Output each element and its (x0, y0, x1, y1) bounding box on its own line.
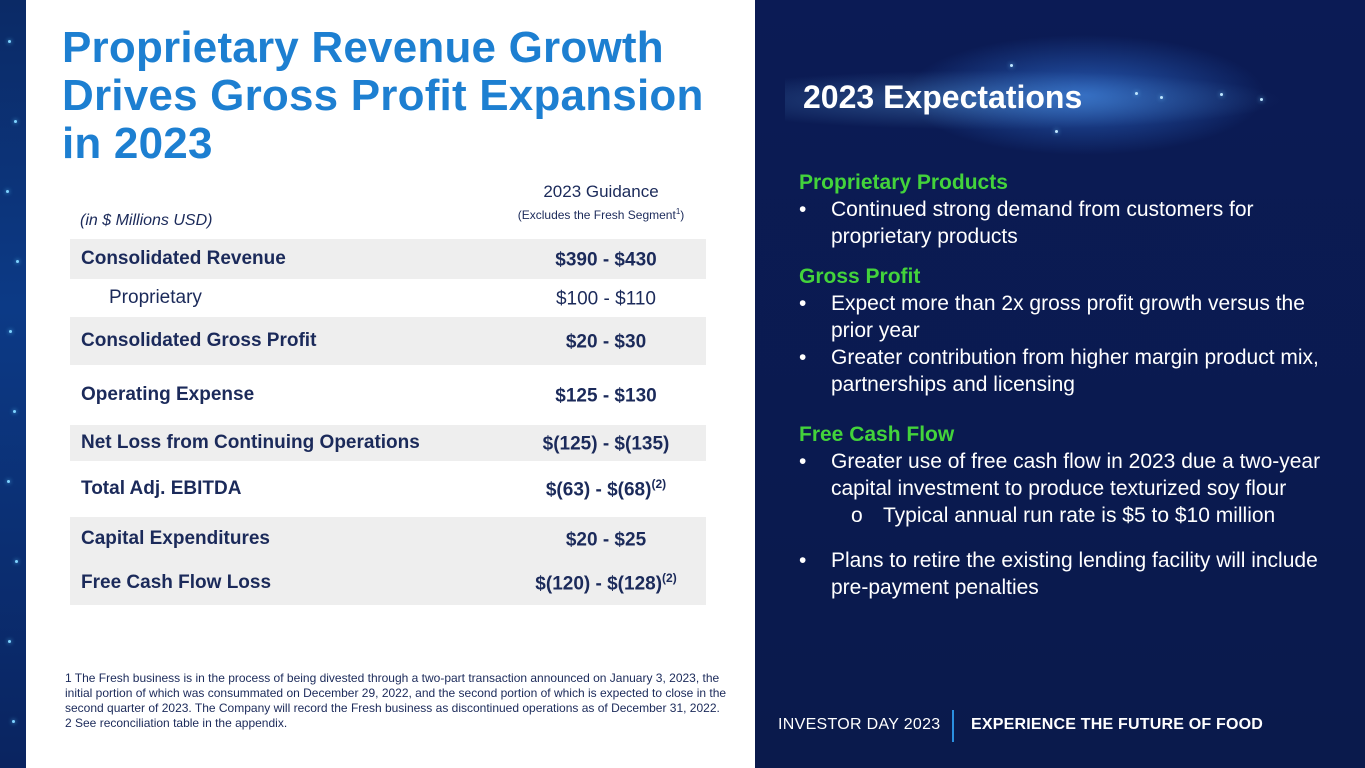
row-label: Total Adj. EBITDA (81, 478, 242, 499)
section-heading-proprietary: Proprietary Products (799, 171, 1008, 194)
content-panel: Proprietary Revenue Growth Drives Gross … (26, 0, 755, 768)
bullet-icon: • (799, 198, 807, 221)
list-item: • Greater use of free cash flow in 2023 d… (799, 450, 1321, 500)
sparkle (1055, 130, 1058, 133)
sparkle (1010, 64, 1013, 67)
table-row: Consolidated Gross Profit $20 - $30 (70, 317, 706, 365)
list-item: • Continued strong demand from customers … (799, 198, 1254, 248)
sparkle (1160, 96, 1163, 99)
guidance-header: 2023 Guidance (Excludes the Fresh Segmen… (496, 182, 706, 223)
row-label: Consolidated Gross Profit (81, 330, 317, 351)
list-item: • Plans to retire the existing lending fa… (799, 549, 1318, 599)
row-label: Operating Expense (81, 384, 255, 405)
footnotes: 1 The Fresh business is in the process o… (65, 671, 735, 731)
list-item: • Expect more than 2x gross profit growth… (799, 292, 1305, 342)
row-value: $(120) - $(128)(2) (535, 570, 677, 595)
guidance-title: 2023 Guidance (543, 182, 659, 201)
background-glow (785, 70, 1285, 130)
table-row: Operating Expense $125 - $130 (70, 365, 706, 425)
bullet-icon: • (799, 450, 807, 473)
sparkle (815, 92, 818, 95)
row-label: Consolidated Revenue (81, 248, 286, 269)
expectations-title: 2023 Expectations (803, 79, 1083, 115)
guidance-table: Consolidated Revenue $390 - $430 Proprie… (70, 239, 706, 605)
table-row: Total Adj. EBITDA $(63) - $(68)(2) (70, 461, 706, 517)
row-value: $390 - $430 (555, 249, 657, 271)
row-label: Net Loss from Continuing Operations (81, 432, 420, 453)
expectations-panel: 2023 Expectations Proprietary Products •… (755, 0, 1365, 768)
table-row: Consolidated Revenue $390 - $430 (70, 239, 706, 279)
footer-event-label: INVESTOR DAY 2023 (778, 716, 941, 733)
row-value: $125 - $130 (555, 385, 657, 407)
guidance-subtitle: (Excludes the Fresh Segment1) (517, 207, 685, 222)
row-label: Capital Expenditures (81, 528, 270, 549)
row-value: $(63) - $(68)(2) (545, 476, 667, 501)
list-item: • Greater contribution from higher margin… (799, 346, 1319, 396)
row-label: Free Cash Flow Loss (81, 572, 272, 593)
footer-tagline: EXPERIENCE THE FUTURE OF FOOD (971, 716, 1264, 733)
page-title: Proprietary Revenue Growth Drives Gross … (62, 24, 742, 168)
footnote-2: 2 See reconciliation table in the append… (65, 716, 288, 730)
sparkle (1260, 98, 1263, 101)
units-label: (in $ Millions USD) (80, 212, 213, 229)
table-row: Proprietary $100 - $110 (70, 279, 706, 317)
row-value: $100 - $110 (555, 288, 656, 310)
row-value: $20 - $30 (565, 331, 647, 353)
footnote-1: 1 The Fresh business is in the process o… (65, 671, 727, 715)
bullet-icon: • (799, 549, 807, 572)
row-label: Proprietary (109, 287, 202, 308)
row-value: $20 - $25 (565, 529, 647, 551)
bullet-icon: • (799, 292, 807, 315)
footer-divider (952, 710, 954, 742)
row-value: $(125) - $(135) (542, 433, 670, 455)
expectations-content: Proprietary Products • Continued strong d… (799, 170, 1339, 601)
table-row: Capital Expenditures $20 - $25 (70, 517, 706, 561)
sparkle (1220, 93, 1223, 96)
title-line-1: Proprietary Revenue Growth (62, 23, 664, 72)
title-line-3: in 2023 (62, 119, 213, 168)
sparkle (1135, 92, 1138, 95)
bullet-icon: • (799, 346, 807, 369)
table-row: Net Loss from Continuing Operations $(12… (70, 425, 706, 461)
section-heading-free-cash-flow: Free Cash Flow (799, 423, 955, 446)
section-heading-gross-profit: Gross Profit (799, 265, 921, 288)
title-line-2: Drives Gross Profit Expansion (62, 71, 704, 120)
left-decorative-edge (0, 0, 26, 768)
table-row: Free Cash Flow Loss $(120) - $(128)(2) (70, 561, 706, 605)
list-subitem: o Typical annual run rate is $5 to $10 mi… (851, 504, 1276, 527)
sub-bullet-icon: o (851, 504, 863, 527)
